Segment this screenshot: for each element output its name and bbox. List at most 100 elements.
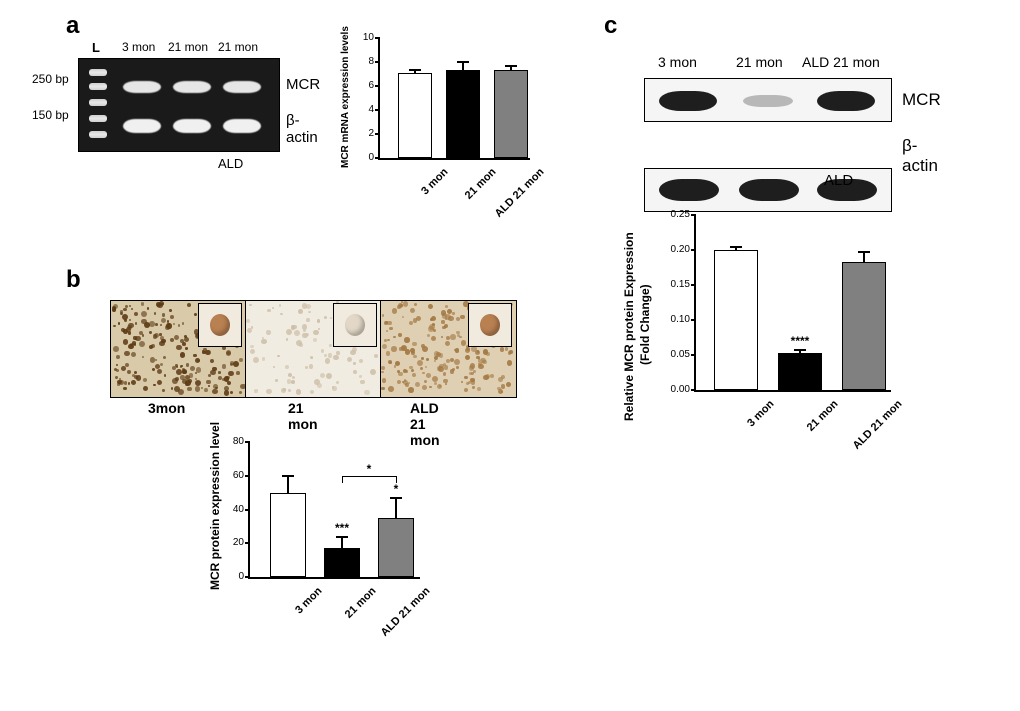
ihc-cell [212,389,217,394]
ihc-cell [506,382,511,387]
ihc-cell [422,385,427,390]
gel-image [78,58,280,152]
ihc-cell [131,308,134,311]
ihc-cell [450,358,454,362]
ihc-cell [308,311,310,313]
ladder-band [89,115,107,122]
ihc-cell [434,360,436,362]
panel-a-gel-container: L 3 mon 21 mon 21 mon 250 bp 150 bp MCR … [78,42,280,136]
ihc-cell [246,319,250,323]
bar-0 [270,493,306,577]
ihc-cell [161,318,167,324]
ihc-cell [279,304,282,307]
ihc-cell [176,366,179,369]
ihc-caption-3mon: 3mon [148,400,185,416]
ihc-cell [285,365,289,369]
ihc-cell [180,352,185,357]
ihc-cell [288,389,291,392]
ihc-inset-cell [210,314,230,336]
ihc-inset-cell [345,314,365,336]
ihc-cell [501,384,505,388]
errbar [395,498,397,518]
ihc-caption-21mon: 21 mon [288,400,318,432]
y-tick-label: 2 [334,128,374,139]
gel-band-actin-2 [173,119,211,133]
ihc-cell [226,351,231,356]
ihc-cell [309,364,314,369]
ihc-cell [397,380,401,384]
ihc-cell [317,319,320,322]
ihc-cell [262,337,264,339]
ihc-cell [113,325,116,328]
ihc-cell [414,303,417,306]
ihc-cell [317,383,322,388]
ihc-cell [478,360,480,362]
ihc-cell [456,331,459,334]
x-label: 21 mon [321,585,379,643]
errbar [287,476,289,493]
ihc-cell [139,341,145,347]
errcap [457,61,469,63]
ihc-cell [113,346,119,352]
y-tick-mark [375,109,380,111]
ihc-cell [142,334,144,336]
ihc-cell [121,366,126,371]
y-tick-label: 20 [204,537,244,548]
ihc-cell [370,369,376,375]
y-tick-label: 0.05 [650,349,690,360]
ihc-cell [477,387,481,391]
bar-1 [446,70,480,158]
ihc-cell [431,336,436,341]
ihc-cell [392,308,397,313]
ihc-cell [434,382,437,385]
y-tick-label: 8 [334,56,374,67]
ihc-cell [147,307,149,309]
ihc-cell [210,359,215,364]
ihc-cell [405,349,411,355]
ihc-cell [253,357,259,363]
ihc-cell [254,389,257,392]
ihc-cell [490,374,494,378]
gel-band-mcr-3 [223,81,261,93]
y-tick-mark [375,61,380,63]
ihc-cell [129,319,131,321]
sig-mark: * [374,482,418,496]
y-tick-mark [375,85,380,87]
ihc-cell [286,329,292,335]
ihc-cell [154,333,159,338]
y-tick-label: 0.15 [650,279,690,290]
chart-c: Relative MCR protein Expression (Fold Ch… [622,205,942,525]
ihc-cell [470,378,475,383]
ihc-cell [118,322,120,324]
ihc-cell [157,369,162,374]
ihc-cell [364,390,370,396]
ihc-cell [236,371,240,375]
ihc-cell [201,387,203,389]
ihc-cell [187,303,191,307]
ihc-cell [178,324,180,326]
ihc-cell [324,354,327,357]
errcap [730,246,742,248]
ihc-cell [393,336,396,339]
ihc-cell [123,329,128,334]
chart-b: MCR protein expression level 0204060803 … [200,432,460,692]
ihc-cell [408,382,410,384]
y-tick-mark [245,475,250,477]
ihc-cell [174,335,179,340]
ihc-cell [478,362,482,366]
ihc-cell [161,339,166,344]
ihc-cell [141,302,144,305]
ihc-cell [352,347,357,352]
ihc-cell [391,346,396,351]
ihc-cell [218,371,221,374]
ihc-cell [450,369,454,373]
ihc-cell [239,391,242,394]
ihc-cell [306,333,309,336]
bar-2 [378,518,414,577]
ihc-cell [389,327,392,330]
ihc-cell [233,361,239,367]
errbar [863,252,865,262]
ihc-cell [131,352,136,357]
ihc-cell [157,380,162,385]
ihc-cell [444,365,448,369]
